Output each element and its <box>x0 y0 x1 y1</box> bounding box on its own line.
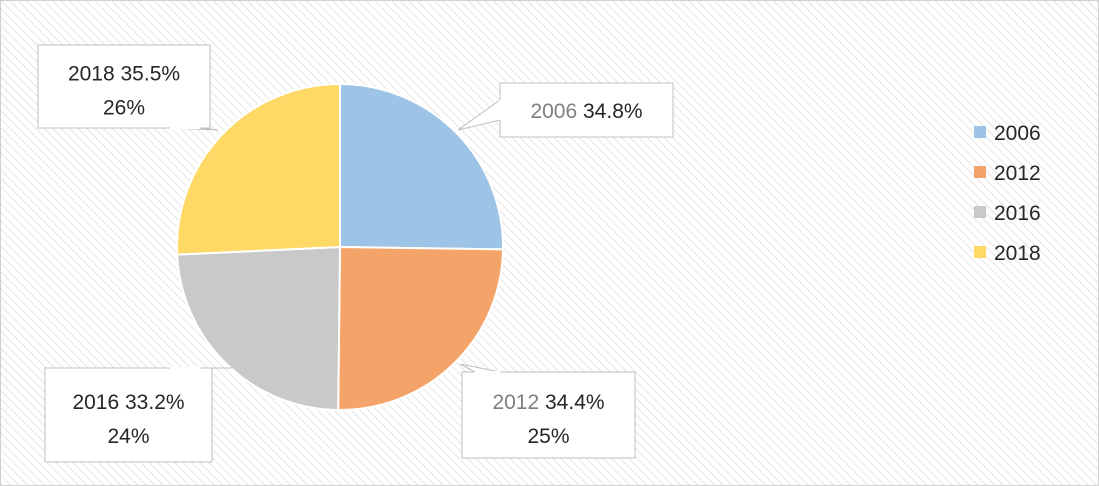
pie-slice <box>339 82 504 251</box>
legend-label: 2018 <box>994 242 1041 265</box>
legend-swatch <box>974 126 986 138</box>
data-label: 2012 34.4% <box>492 391 604 414</box>
pie-slice <box>176 245 342 412</box>
callout-box <box>37 44 211 129</box>
data-label-value: 33.2% <box>125 391 185 414</box>
data-label-value: 34.4% <box>545 391 605 414</box>
data-label-value: 34.8% <box>583 100 643 123</box>
data-label-category: 2018 <box>68 63 115 86</box>
legend-label: 2016 <box>994 202 1041 225</box>
data-label-share: 24% <box>107 425 149 448</box>
data-label: 2018 35.5% <box>68 63 180 86</box>
callout-box <box>44 367 213 463</box>
pie-slice <box>337 245 504 411</box>
data-label-share: 25% <box>527 425 569 448</box>
legend-label: 2006 <box>994 122 1041 145</box>
legend-label: 2012 <box>994 162 1041 185</box>
pie-slice <box>176 82 341 256</box>
data-label: 2006 34.8% <box>530 100 642 123</box>
callout-box <box>461 371 636 459</box>
callout-box <box>499 82 674 138</box>
data-label-value: 35.5% <box>121 63 181 86</box>
data-label-category: 2012 <box>492 391 539 414</box>
data-label-category: 2016 <box>72 391 119 414</box>
legend-swatch <box>974 246 986 258</box>
legend-swatch <box>974 206 986 218</box>
legend-swatch <box>974 166 986 178</box>
data-label: 2016 33.2% <box>72 391 184 414</box>
data-label-category: 2006 <box>530 100 577 123</box>
data-label-share: 26% <box>103 97 145 120</box>
